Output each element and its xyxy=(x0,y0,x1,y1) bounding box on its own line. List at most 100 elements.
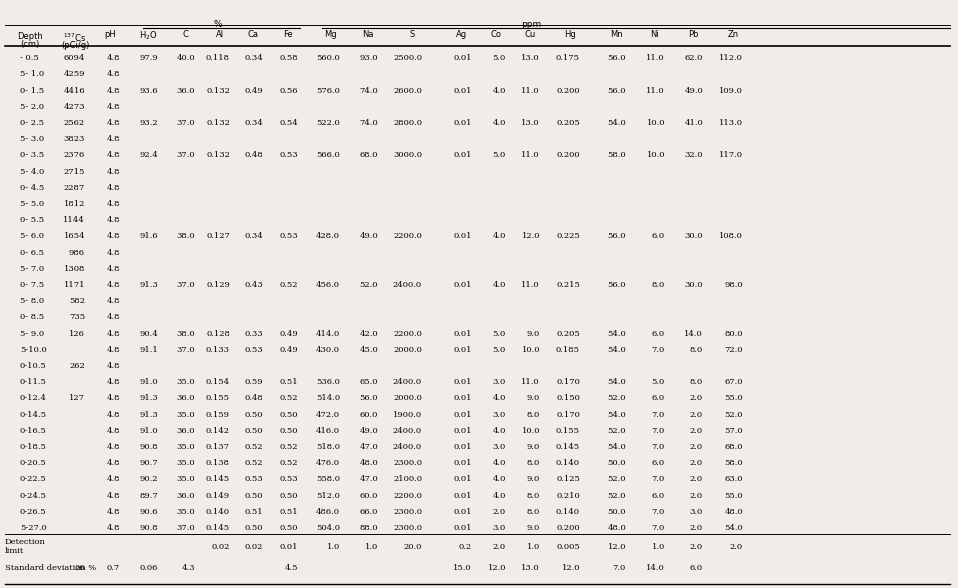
Text: 0.50: 0.50 xyxy=(244,427,263,435)
Text: 476.0: 476.0 xyxy=(316,459,340,467)
Text: 0.51: 0.51 xyxy=(244,508,263,516)
Text: 12.0: 12.0 xyxy=(561,564,580,572)
Text: 0.51: 0.51 xyxy=(280,378,298,386)
Text: 5.0: 5.0 xyxy=(492,151,506,159)
Text: 7.0: 7.0 xyxy=(651,410,665,419)
Text: 0.155: 0.155 xyxy=(206,395,230,402)
Text: 0.185: 0.185 xyxy=(556,346,580,354)
Text: 38.0: 38.0 xyxy=(176,232,195,240)
Text: 0.34: 0.34 xyxy=(244,119,263,127)
Text: 4.0: 4.0 xyxy=(492,475,506,483)
Text: 26: 26 xyxy=(75,564,85,572)
Text: 37.0: 37.0 xyxy=(176,281,195,289)
Text: 0.01: 0.01 xyxy=(453,281,472,289)
Text: 2.0: 2.0 xyxy=(492,543,506,550)
Text: 0.140: 0.140 xyxy=(206,508,230,516)
Text: 80.0: 80.0 xyxy=(724,329,743,338)
Text: Na: Na xyxy=(362,30,374,39)
Text: 0.175: 0.175 xyxy=(556,54,580,62)
Text: 0.01: 0.01 xyxy=(453,475,472,483)
Text: 35.0: 35.0 xyxy=(176,443,195,451)
Text: 0.005: 0.005 xyxy=(557,543,580,550)
Text: 6.0: 6.0 xyxy=(651,232,665,240)
Text: 2500.0: 2500.0 xyxy=(393,54,422,62)
Text: 8.0: 8.0 xyxy=(527,459,540,467)
Text: 37.0: 37.0 xyxy=(176,346,195,354)
Text: 4.8: 4.8 xyxy=(106,378,120,386)
Text: 0.149: 0.149 xyxy=(206,492,230,500)
Text: 0- 4.5: 0- 4.5 xyxy=(20,183,44,192)
Text: 0.142: 0.142 xyxy=(206,427,230,435)
Text: 90.4: 90.4 xyxy=(139,329,158,338)
Text: 2200.0: 2200.0 xyxy=(393,232,422,240)
Text: Pb: Pb xyxy=(688,30,698,39)
Text: 0.06: 0.06 xyxy=(140,564,158,572)
Text: 2300.0: 2300.0 xyxy=(393,508,422,516)
Text: 4.8: 4.8 xyxy=(106,119,120,127)
Text: 93.2: 93.2 xyxy=(139,119,158,127)
Text: 0.50: 0.50 xyxy=(244,410,263,419)
Text: 91.3: 91.3 xyxy=(139,281,158,289)
Text: 0.150: 0.150 xyxy=(557,395,580,402)
Text: 10.0: 10.0 xyxy=(521,346,540,354)
Text: (cm): (cm) xyxy=(20,40,39,49)
Text: 63.0: 63.0 xyxy=(724,475,743,483)
Text: 2800.0: 2800.0 xyxy=(393,119,422,127)
Text: 13.0: 13.0 xyxy=(521,54,540,62)
Text: 56.0: 56.0 xyxy=(607,281,626,289)
Text: S: S xyxy=(409,30,415,39)
Text: Mn: Mn xyxy=(609,30,623,39)
Text: (pCi/g): (pCi/g) xyxy=(60,41,89,50)
Text: Al: Al xyxy=(216,30,224,39)
Text: 0.01: 0.01 xyxy=(453,524,472,532)
Text: 0.170: 0.170 xyxy=(557,410,580,419)
Text: 90.8: 90.8 xyxy=(139,443,158,451)
Text: 56.0: 56.0 xyxy=(607,232,626,240)
Text: 90.8: 90.8 xyxy=(139,524,158,532)
Text: 52.0: 52.0 xyxy=(724,410,743,419)
Text: 504.0: 504.0 xyxy=(316,524,340,532)
Text: 0- 7.5: 0- 7.5 xyxy=(20,281,44,289)
Text: 4.8: 4.8 xyxy=(106,313,120,322)
Text: 0.34: 0.34 xyxy=(244,54,263,62)
Text: 735: 735 xyxy=(69,313,85,322)
Text: 3.0: 3.0 xyxy=(492,410,506,419)
Text: 5- 6.0: 5- 6.0 xyxy=(20,232,44,240)
Text: 558.0: 558.0 xyxy=(316,475,340,483)
Text: 0.01: 0.01 xyxy=(453,410,472,419)
Text: 11.0: 11.0 xyxy=(647,54,665,62)
Text: ppm: ppm xyxy=(521,20,541,29)
Text: 2.0: 2.0 xyxy=(690,524,703,532)
Text: 0.48: 0.48 xyxy=(244,395,263,402)
Text: 47.0: 47.0 xyxy=(359,443,378,451)
Text: 8.0: 8.0 xyxy=(527,508,540,516)
Text: 9.0: 9.0 xyxy=(527,395,540,402)
Text: 54.0: 54.0 xyxy=(607,410,626,419)
Text: 14.0: 14.0 xyxy=(684,329,703,338)
Text: 93.0: 93.0 xyxy=(359,54,378,62)
Text: 4.8: 4.8 xyxy=(106,183,120,192)
Text: 66.0: 66.0 xyxy=(359,508,378,516)
Text: Co: Co xyxy=(490,30,501,39)
Text: 50.0: 50.0 xyxy=(607,508,626,516)
Text: 0.54: 0.54 xyxy=(279,119,298,127)
Text: 0.59: 0.59 xyxy=(244,378,263,386)
Text: 4273: 4273 xyxy=(63,103,85,111)
Text: 113.0: 113.0 xyxy=(719,119,743,127)
Text: 8.0: 8.0 xyxy=(690,346,703,354)
Text: 2.0: 2.0 xyxy=(690,443,703,451)
Text: 986: 986 xyxy=(69,249,85,256)
Text: 2.0: 2.0 xyxy=(690,459,703,467)
Text: 5.0: 5.0 xyxy=(651,378,665,386)
Text: 90.2: 90.2 xyxy=(140,475,158,483)
Text: 35.0: 35.0 xyxy=(176,378,195,386)
Text: 38.0: 38.0 xyxy=(176,329,195,338)
Text: 0.210: 0.210 xyxy=(557,492,580,500)
Text: Depth: Depth xyxy=(17,32,43,41)
Text: 5-10.0: 5-10.0 xyxy=(20,346,47,354)
Text: 0.01: 0.01 xyxy=(453,232,472,240)
Text: 92.4: 92.4 xyxy=(139,151,158,159)
Text: 15.0: 15.0 xyxy=(453,564,472,572)
Text: 1.0: 1.0 xyxy=(365,543,378,550)
Text: 4.0: 4.0 xyxy=(492,281,506,289)
